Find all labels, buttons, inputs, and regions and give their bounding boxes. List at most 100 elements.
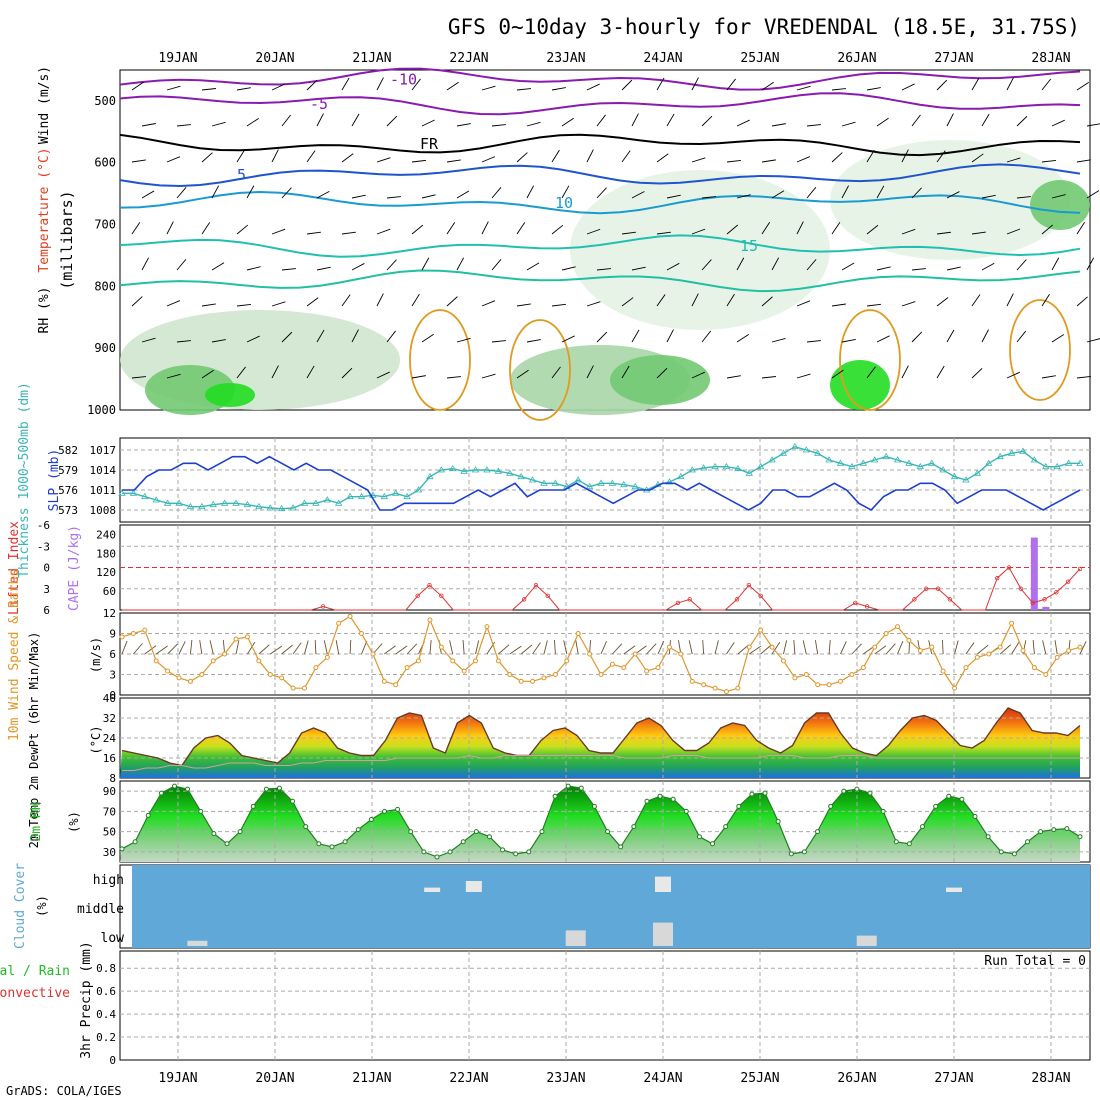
wind-barb	[341, 77, 350, 91]
wind-barb	[551, 303, 566, 307]
thickness-marker	[334, 499, 343, 506]
wind-speed-marker	[575, 631, 581, 636]
wind-barb	[166, 300, 181, 307]
wind-barb	[481, 156, 496, 163]
temperature-contour	[119, 234, 1081, 258]
wind-barb	[166, 373, 181, 379]
thickness-marker	[939, 466, 947, 473]
wind-barb	[178, 641, 186, 655]
wind-barb	[481, 373, 496, 379]
wind-barb	[783, 640, 788, 655]
wind-barb	[840, 641, 847, 655]
wind-speed-marker	[838, 678, 843, 684]
precip-tick-label: 0.4	[96, 1008, 116, 1021]
wind-barb	[701, 259, 712, 271]
cloud-level-label: high	[93, 873, 124, 888]
wind-barb	[901, 365, 909, 379]
wind-barb	[516, 152, 528, 163]
wind-barb	[395, 645, 408, 655]
wind-barb	[977, 644, 989, 655]
wind-barb	[874, 645, 887, 655]
bottom-date-label: 24JAN	[643, 1071, 682, 1086]
wind-barb	[491, 186, 502, 199]
wind-barb	[281, 268, 296, 271]
wind-barb	[1054, 640, 1058, 655]
cape-tick-label: 60	[103, 585, 116, 598]
wind-barb	[1042, 640, 1047, 655]
rh-marker	[972, 813, 978, 819]
wind-speed-marker	[233, 636, 239, 642]
rh-marker	[1077, 834, 1083, 840]
wind-barb	[386, 115, 398, 127]
wind-barb	[876, 335, 890, 343]
wind-barb	[701, 115, 713, 127]
wind-barb	[796, 300, 811, 307]
rh-tick-label: 30	[103, 846, 116, 859]
thickness-marker	[859, 459, 868, 466]
wind-speed-marker	[974, 654, 980, 660]
rh-marker	[933, 803, 939, 809]
wind-barb	[131, 222, 141, 235]
rh-marker	[263, 786, 269, 792]
panel-frame	[119, 950, 1091, 1061]
wind-barb	[446, 159, 461, 163]
lifted-index-marker	[864, 604, 870, 609]
wind-barb	[551, 87, 566, 91]
wind-barb	[456, 123, 471, 127]
wind-barb	[386, 196, 401, 199]
rh-marker	[237, 829, 243, 835]
thickness-marker	[1064, 459, 1073, 466]
wind-barb	[532, 642, 541, 655]
wind-barb	[481, 221, 489, 235]
thickness-marker	[620, 480, 628, 488]
wind-barb	[771, 190, 785, 199]
wind-barb	[516, 88, 531, 91]
wind-barb	[406, 643, 418, 655]
wind-barb	[701, 196, 716, 199]
slp-tick-label: 1011	[90, 484, 117, 497]
thickness-tick-label: 576	[58, 484, 78, 497]
wind-barb	[761, 222, 771, 235]
thickness-marker	[791, 442, 799, 450]
wind-barb	[621, 297, 634, 307]
wind-barb	[306, 150, 316, 163]
top-date-label: 23JAN	[546, 51, 585, 66]
wind-barb	[1051, 194, 1066, 199]
panels: -10-5FR510155006007008009001000(millibar…	[0, 66, 1100, 1067]
rh-marker	[552, 793, 558, 799]
top-date-label: 26JAN	[837, 51, 876, 66]
wind-speed-marker	[609, 661, 615, 667]
rh-marker	[985, 834, 991, 840]
y-tick-label: 600	[94, 156, 116, 170]
wind-speed-marker	[587, 651, 593, 657]
wind-barb	[475, 640, 480, 655]
wind-barb	[1006, 371, 1020, 379]
wind-barb	[516, 303, 531, 307]
thickness-marker	[722, 462, 731, 470]
wind-speed-marker	[632, 651, 638, 657]
wind-barb	[981, 329, 989, 343]
wind-barb	[1041, 375, 1056, 379]
wind-barb	[271, 83, 285, 91]
thickness-marker	[1042, 462, 1050, 470]
wind-tick-label: 12	[103, 607, 116, 620]
wind-barb	[554, 639, 556, 655]
li-tick-label: 0	[43, 562, 50, 575]
rh-marker	[893, 839, 899, 845]
contour-label: 15	[740, 237, 758, 255]
bottom-date-label: 22JAN	[449, 1071, 488, 1086]
rh-marker	[959, 796, 965, 802]
wind-speed-marker	[153, 658, 159, 664]
thickness-marker	[848, 462, 856, 470]
rh-marker	[290, 798, 296, 804]
thickness-marker	[152, 496, 160, 503]
wind-barb	[316, 266, 331, 271]
rh-marker	[473, 829, 479, 835]
temperature-contour	[119, 92, 1081, 116]
lifted-index-marker	[1006, 565, 1012, 570]
wind-barb	[561, 185, 570, 199]
wind-tick-label: 6	[109, 648, 116, 661]
wind-barb	[456, 190, 470, 199]
wind-barb	[551, 224, 564, 235]
wind-speed-marker	[142, 627, 148, 633]
